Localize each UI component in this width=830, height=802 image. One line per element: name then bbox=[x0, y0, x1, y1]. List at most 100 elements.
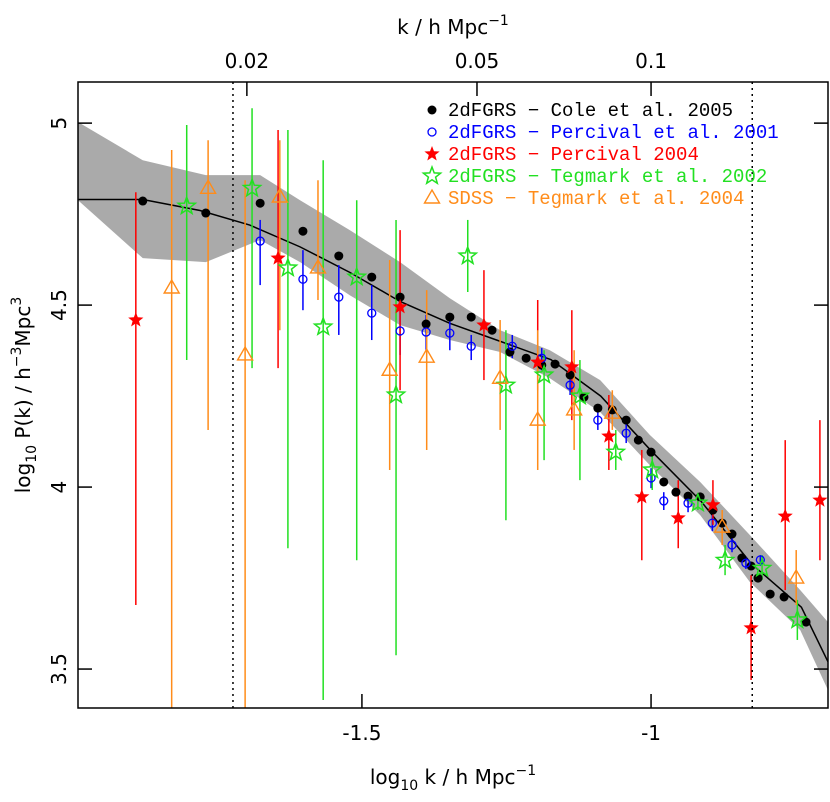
legend-label: 2dFGRS − Percival et al. 2001 bbox=[448, 122, 779, 144]
point bbox=[593, 403, 603, 413]
point bbox=[417, 347, 436, 363]
point bbox=[705, 496, 721, 512]
point bbox=[727, 540, 737, 550]
point bbox=[255, 198, 265, 208]
y-tick-label: 4.5 bbox=[47, 289, 71, 321]
legend-marker bbox=[421, 164, 443, 186]
point bbox=[569, 384, 591, 406]
y-tick-label: 3.5 bbox=[47, 653, 71, 685]
axis-label: log10 k / h Mpc−1 bbox=[370, 763, 536, 794]
label-part: k / h Mpc bbox=[397, 15, 488, 39]
point bbox=[395, 326, 405, 336]
point bbox=[753, 573, 763, 583]
x-tick-label: -1 bbox=[641, 721, 661, 745]
frame bbox=[77, 81, 829, 709]
top-tick-label: 0.05 bbox=[455, 49, 500, 73]
point bbox=[201, 208, 211, 218]
point bbox=[445, 328, 455, 338]
point bbox=[777, 508, 793, 523]
point bbox=[717, 518, 727, 528]
point bbox=[565, 370, 575, 380]
legend-label: SDSS − Tegmark et al. 2004 bbox=[448, 188, 744, 210]
point bbox=[277, 256, 299, 278]
point bbox=[659, 477, 669, 487]
point bbox=[236, 345, 254, 361]
point bbox=[421, 319, 431, 329]
point bbox=[621, 415, 631, 425]
point bbox=[421, 327, 431, 337]
point bbox=[786, 608, 808, 629]
point bbox=[334, 292, 344, 302]
label-part: 10 bbox=[24, 445, 40, 463]
legend-marker bbox=[424, 146, 440, 161]
point bbox=[162, 278, 181, 294]
point bbox=[565, 380, 575, 390]
point bbox=[683, 491, 693, 501]
point bbox=[751, 557, 773, 578]
point bbox=[312, 315, 334, 336]
point bbox=[621, 428, 631, 438]
point bbox=[521, 353, 531, 363]
top-tick-label: 0.02 bbox=[225, 49, 270, 73]
point bbox=[779, 592, 789, 602]
point bbox=[487, 325, 497, 335]
label-part: Mpc bbox=[11, 306, 35, 347]
point bbox=[334, 251, 344, 261]
point bbox=[128, 312, 144, 327]
point bbox=[707, 518, 717, 528]
point bbox=[445, 312, 455, 322]
point bbox=[641, 458, 663, 480]
x-tick-label: -1.5 bbox=[342, 721, 381, 745]
legend-label: 2dFGRS − Cole et al. 2005 bbox=[448, 100, 733, 122]
point bbox=[670, 510, 686, 525]
axis-label: k / h Mpc−1 bbox=[397, 13, 509, 39]
point bbox=[603, 403, 622, 419]
point bbox=[634, 488, 650, 504]
point bbox=[530, 354, 546, 369]
point bbox=[457, 244, 479, 266]
point bbox=[565, 400, 583, 416]
point bbox=[392, 298, 408, 314]
point bbox=[633, 435, 643, 445]
point bbox=[550, 359, 560, 369]
plot-area bbox=[78, 108, 828, 708]
label-part: 3 bbox=[9, 297, 25, 306]
legend-marker bbox=[423, 188, 441, 204]
point bbox=[812, 492, 828, 507]
point bbox=[270, 250, 286, 265]
label-part: −3 bbox=[9, 347, 25, 368]
label-part: log bbox=[11, 463, 35, 494]
point bbox=[380, 360, 399, 376]
point bbox=[367, 272, 377, 282]
point bbox=[746, 561, 756, 571]
axis-label: log10 P(k) / h−3Mpc3 bbox=[9, 297, 40, 494]
point bbox=[659, 496, 669, 506]
point bbox=[787, 568, 805, 584]
point bbox=[529, 410, 547, 426]
uncertainty-band bbox=[78, 122, 828, 691]
point bbox=[765, 589, 775, 599]
point bbox=[713, 517, 731, 533]
point bbox=[601, 428, 617, 443]
point bbox=[564, 359, 580, 374]
point bbox=[646, 447, 656, 457]
point bbox=[801, 617, 811, 627]
legend-marker bbox=[427, 105, 437, 115]
label-part: log bbox=[370, 765, 401, 789]
point bbox=[507, 341, 517, 351]
point bbox=[687, 491, 709, 513]
legend-label: 2dFGRS − Tegmark et al. 2002 bbox=[448, 166, 767, 188]
legend-marker bbox=[427, 127, 437, 137]
point bbox=[593, 415, 603, 425]
point bbox=[199, 178, 217, 194]
label-part: 10 bbox=[400, 778, 418, 794]
point bbox=[533, 363, 555, 385]
point bbox=[138, 196, 148, 206]
point bbox=[741, 558, 751, 568]
point bbox=[241, 177, 263, 198]
label-part: −1 bbox=[488, 13, 509, 29]
point bbox=[714, 549, 736, 570]
point bbox=[395, 292, 405, 302]
point bbox=[255, 236, 265, 246]
